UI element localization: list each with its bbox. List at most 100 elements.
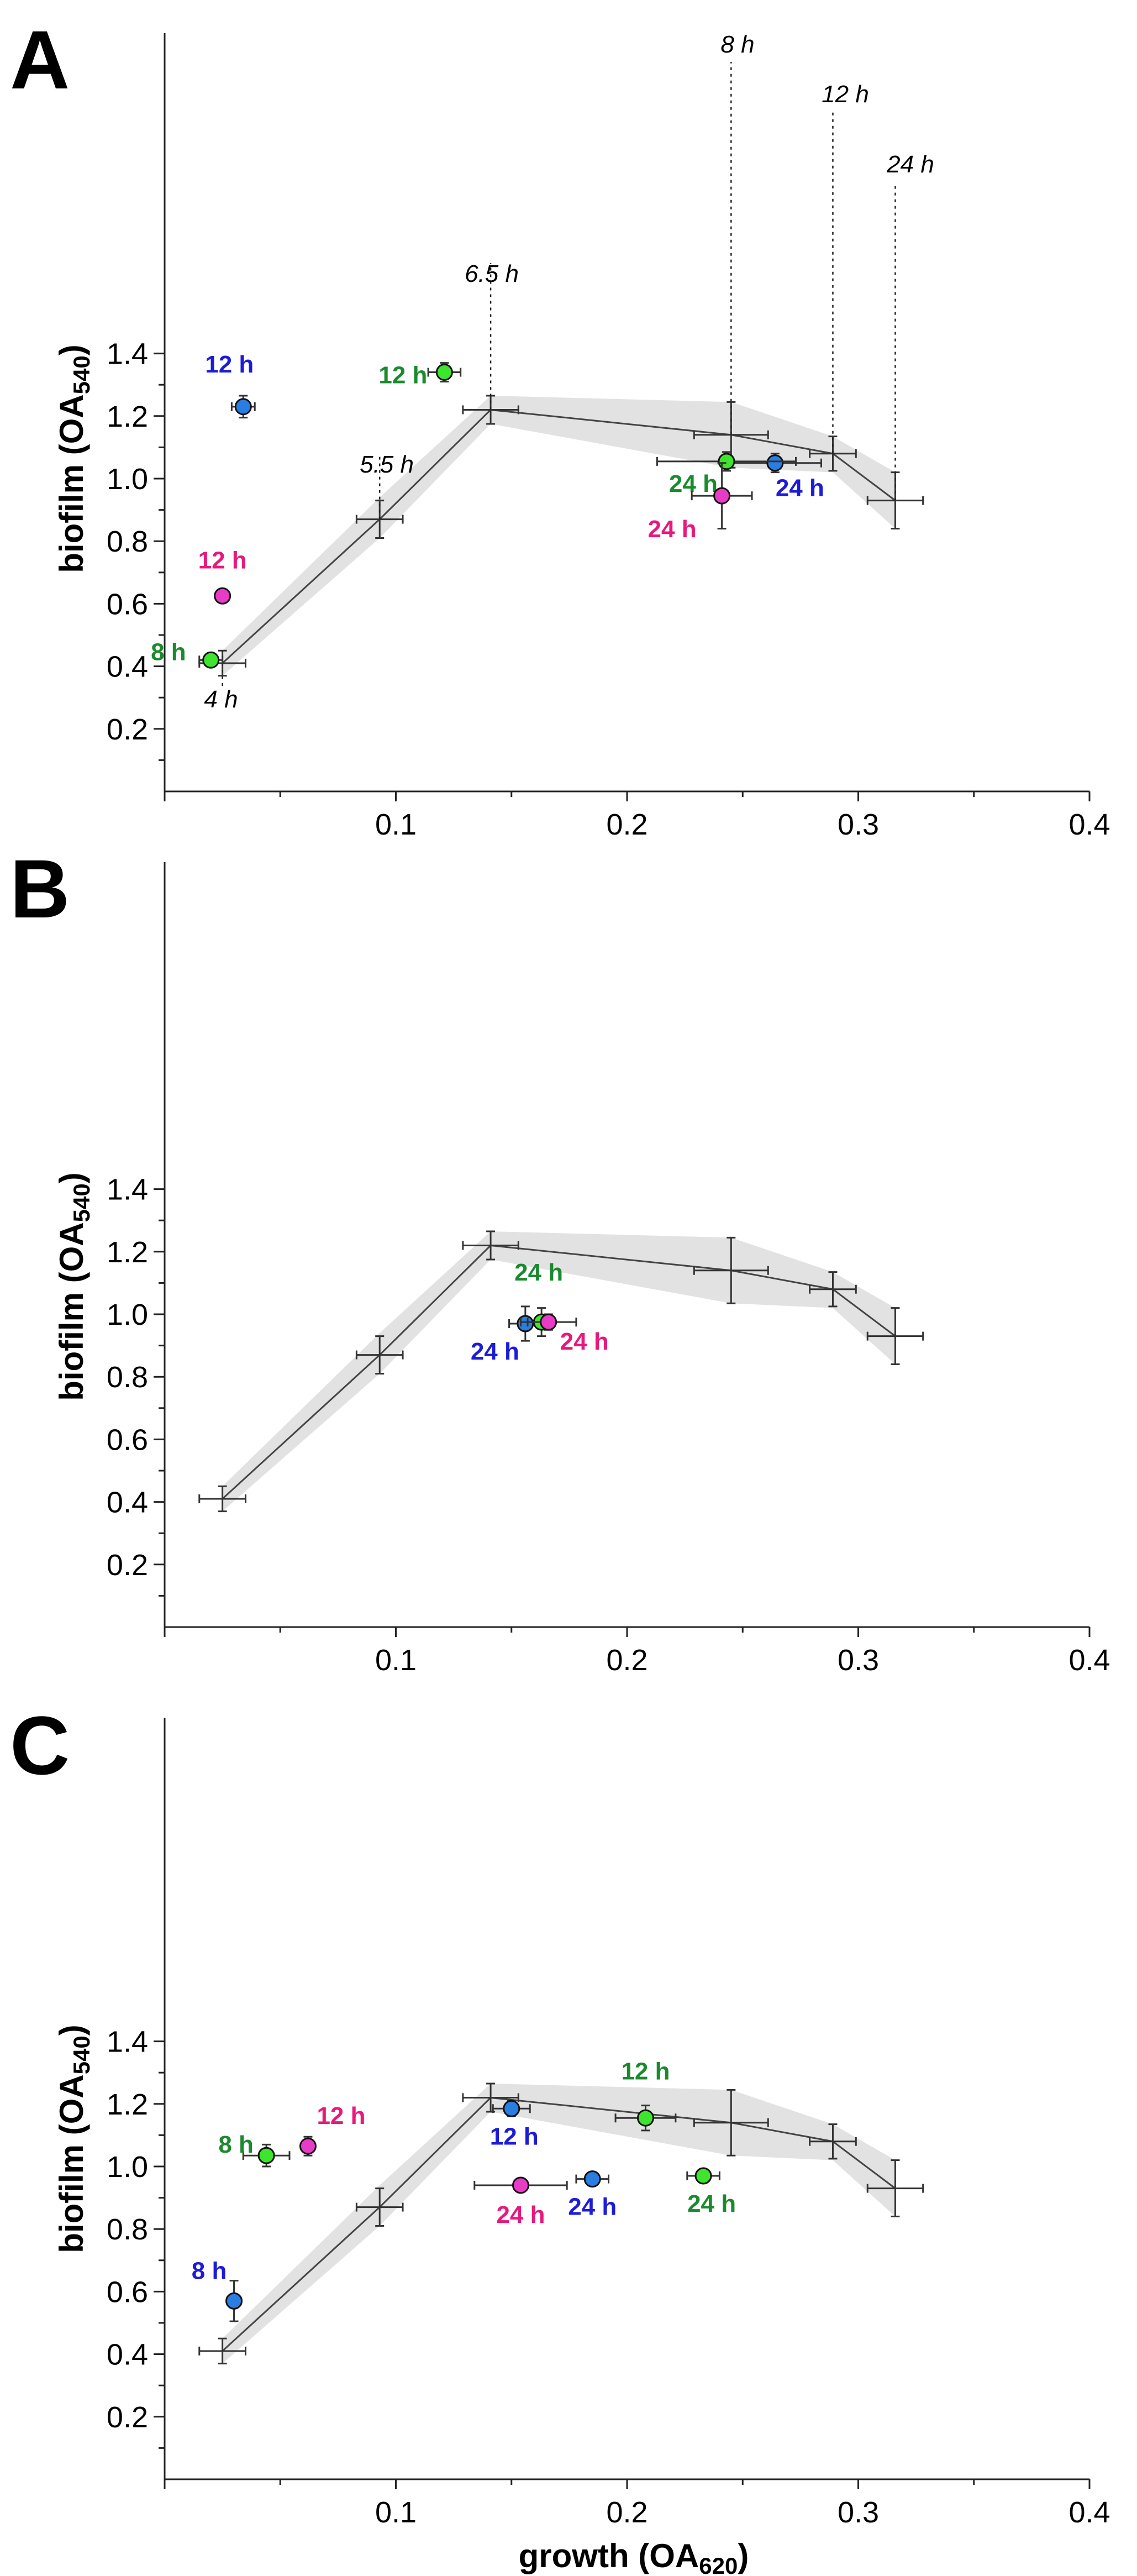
y-tick-label: 1.4	[107, 2026, 148, 2059]
blue-data-point	[728, 453, 823, 474]
panel-letter-c: C	[10, 1699, 70, 1792]
magenta-point-label: 24 h	[560, 1328, 609, 1355]
reference-point	[693, 1236, 769, 1304]
blue-marker	[225, 2292, 243, 2310]
y-tick-label: 1.4	[107, 1173, 148, 1206]
x-axis-title: growth (OA620)	[519, 2537, 749, 2576]
panel-letter-b: B	[10, 842, 70, 935]
magenta-data-point	[214, 587, 231, 605]
green-data-point	[614, 2105, 677, 2132]
magenta-data-point	[691, 462, 753, 530]
time-annotation: 5.5 h	[360, 451, 414, 478]
magenta-point-label: 12 h	[198, 547, 247, 574]
y-tick-label: 0.4	[107, 1486, 148, 1519]
y-tick-label: 0.8	[107, 525, 148, 558]
green-data-point	[198, 651, 224, 669]
x-tick-label: 0.2	[606, 2496, 648, 2529]
reference-point	[866, 1307, 924, 1366]
blue-marker	[503, 2100, 520, 2117]
reference-point	[355, 2187, 404, 2227]
blue-point-label: 12 h	[205, 351, 254, 378]
green-data-point	[242, 2143, 291, 2168]
x-tick-label: 0.4	[1068, 1644, 1110, 1677]
magenta-data-point	[519, 1313, 577, 1331]
reference-curve	[222, 2096, 896, 2352]
blue-data-point	[225, 2280, 243, 2322]
blue-point-label: 24 h	[568, 2194, 617, 2221]
green-marker	[694, 2167, 712, 2185]
reference-curve	[222, 1244, 896, 1500]
panel-c: C biofilm (OA540) growth (OA620) 0.2 0.4 0…	[10, 1699, 1110, 2576]
y-tick-label: 1.4	[107, 338, 148, 371]
magenta-marker	[713, 487, 731, 505]
x-tick-label: 0.3	[838, 808, 879, 841]
blue-point-label: 8 h	[192, 2257, 227, 2284]
blue-marker	[583, 2170, 601, 2188]
confidence-band	[222, 2084, 896, 2364]
y-tick-label: 1.2	[107, 2088, 148, 2121]
x-tick-label: 0.1	[375, 1644, 417, 1677]
magenta-marker	[214, 587, 231, 605]
reference-point	[198, 1485, 246, 1513]
x-tick-label: 0.3	[838, 1644, 879, 1677]
time-annotation: 12 h	[822, 81, 869, 108]
blue-marker	[234, 398, 252, 416]
green-marker	[435, 364, 453, 381]
y-tick-label: 1.0	[107, 1298, 148, 1331]
time-annotation: 24 h	[886, 151, 934, 178]
y-tick-label: 0.2	[107, 1549, 148, 1582]
y-tick-label: 0.8	[107, 2213, 148, 2246]
green-marker	[257, 2147, 275, 2164]
panel-letter-a: A	[10, 13, 70, 106]
blue-data-point	[230, 395, 256, 419]
time-annotation: 4 h	[204, 686, 238, 713]
y-tick-label: 1.0	[107, 2150, 148, 2184]
green-marker	[636, 2109, 654, 2127]
blue-data-point	[575, 2170, 610, 2188]
magenta-point-label: 12 h	[317, 2102, 365, 2129]
green-point-label: 24 h	[687, 2190, 736, 2217]
y-tick-label: 1.2	[107, 1236, 148, 1269]
magenta-point-label: 24 h	[648, 516, 697, 543]
y-tick-label: 0.2	[107, 2401, 148, 2434]
x-tick-label: 0.1	[375, 808, 417, 841]
reference-point	[693, 2089, 769, 2157]
y-axis-title-b: biofilm (OA540)	[53, 1172, 94, 1400]
magenta-data-point	[473, 2176, 568, 2194]
y-axis-title-a: biofilm (OA540)	[53, 344, 94, 573]
time-annotation: 6.5 h	[465, 260, 519, 287]
x-tick-label: 0.2	[606, 808, 648, 841]
blue-marker	[766, 454, 784, 472]
x-tick-label: 0.1	[375, 2496, 417, 2529]
blue-point-label: 24 h	[776, 475, 824, 502]
green-point-label: 12 h	[621, 2058, 670, 2085]
blue-point-label: 12 h	[490, 2123, 539, 2150]
y-tick-label: 0.4	[107, 650, 148, 684]
reference-point	[462, 2082, 519, 2113]
green-data-point	[427, 362, 462, 383]
green-point-label: 12 h	[378, 362, 427, 389]
y-tick-label: 0.6	[107, 587, 148, 621]
y-tick-label: 0.6	[107, 2275, 148, 2309]
panel-b: B biofilm (OA540) 0.2 0.4 0.6 0.8 1.0 1.2 1.4 0…	[10, 842, 1110, 1677]
reference-point	[355, 1335, 404, 1375]
reference-point	[462, 1230, 519, 1261]
y-tick-label: 0.4	[107, 2338, 148, 2372]
reference-curve	[222, 408, 896, 664]
y-tick-label: 0.2	[107, 713, 148, 746]
confidence-band	[222, 1231, 896, 1512]
blue-point-label: 24 h	[471, 1338, 519, 1365]
magenta-marker	[540, 1313, 557, 1331]
magenta-marker	[299, 2137, 317, 2155]
reference-point	[809, 2123, 857, 2160]
green-point-label: 8 h	[218, 2131, 254, 2158]
confidence-band	[222, 396, 896, 676]
x-tick-label: 0.4	[1068, 2496, 1110, 2529]
y-tick-label: 0.8	[107, 1361, 148, 1394]
y-tick-label: 0.6	[107, 1423, 148, 1456]
reference-point	[866, 2159, 924, 2218]
x-tick-label: 0.4	[1068, 808, 1110, 841]
green-data-point	[686, 2167, 720, 2185]
magenta-point-label: 24 h	[496, 2201, 545, 2228]
magenta-data-point	[299, 2136, 317, 2157]
